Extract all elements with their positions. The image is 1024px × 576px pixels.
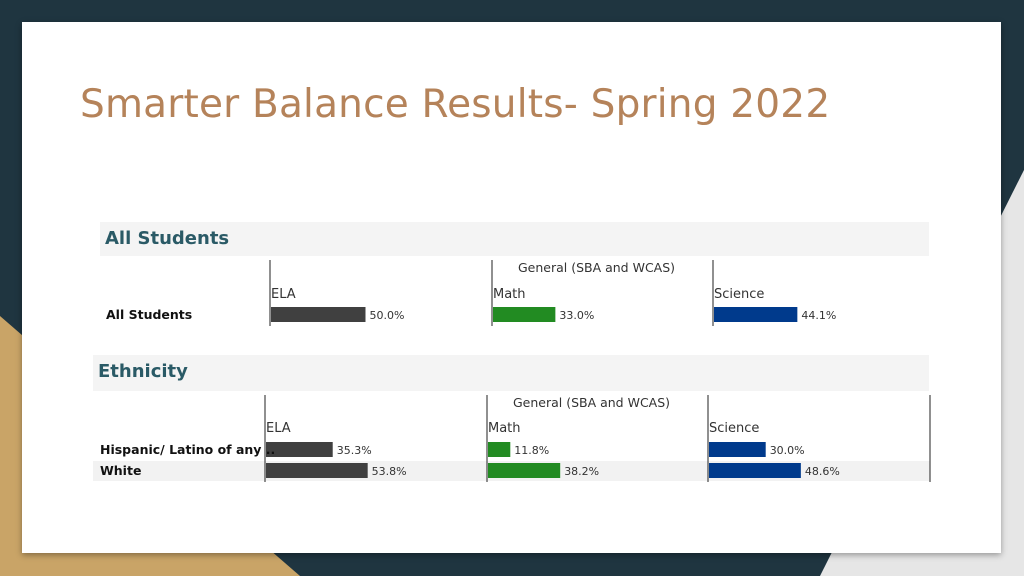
subject-label-math: Math [493,287,526,302]
section-title-all-students: All Students [105,228,230,249]
value-label-math-white: 38.2% [564,465,599,478]
bar-ela-white [266,463,368,478]
subject-label-ela: ELA [266,421,291,436]
bar-math-hispanic-latino-of-any [488,442,511,457]
bar-science-hispanic-latino-of-any [709,442,766,457]
chart-all-students: General (SBA and WCAS) ELA 50.0% Math 33.0% S… [100,258,929,330]
bar-math-white [488,463,561,478]
section-title-ethnicity: Ethnicity [98,361,188,382]
row-label-all-students: All Students [106,307,192,322]
subject-label-science: Science [714,287,764,302]
bar-math-all-students [493,307,556,322]
bar-science-white [709,463,801,478]
row-label-white: White [100,463,141,478]
value-label-ela-all-students: 50.0% [370,309,405,322]
chart-ethnicity: General (SBA and WCAS) ELA 35.3% 53.8% Math 1… [93,393,938,485]
subject-label-math: Math [488,421,521,436]
value-label-ela-white: 53.8% [372,465,407,478]
bar-ela-all-students [271,307,366,322]
value-label-math-all-students: 33.0% [559,309,594,322]
section-header-all-students: All Students [100,222,929,256]
group-header-label: General (SBA and WCAS) [518,260,675,275]
row-label-hispanic-latino-of-any: Hispanic/ Latino of any .. [100,442,275,457]
subject-label-science: Science [709,421,759,436]
bar-ela-hispanic-latino-of-any [266,442,333,457]
chart-ethnicity-svg: General (SBA and WCAS) ELA 35.3%53.8% Math 1… [93,395,931,482]
bar-science-all-students [714,307,798,322]
value-label-ela-hispanic-latino-of-any: 35.3% [337,444,372,457]
value-label-science-hispanic-latino-of-any: 30.0% [770,444,805,457]
value-label-science-white: 48.6% [805,465,840,478]
value-label-science-all-students: 44.1% [801,309,836,322]
subject-label-ela: ELA [271,287,296,302]
chart-all-students-svg: General (SBA and WCAS) ELA 50.0% Math 33.0% S… [106,260,836,326]
value-label-math-hispanic-latino-of-any: 11.8% [514,444,549,457]
section-header-ethnicity: Ethnicity [93,355,929,391]
slide-title: Smarter Balance Results- Spring 2022 [80,82,831,127]
group-header-label: General (SBA and WCAS) [513,395,670,410]
